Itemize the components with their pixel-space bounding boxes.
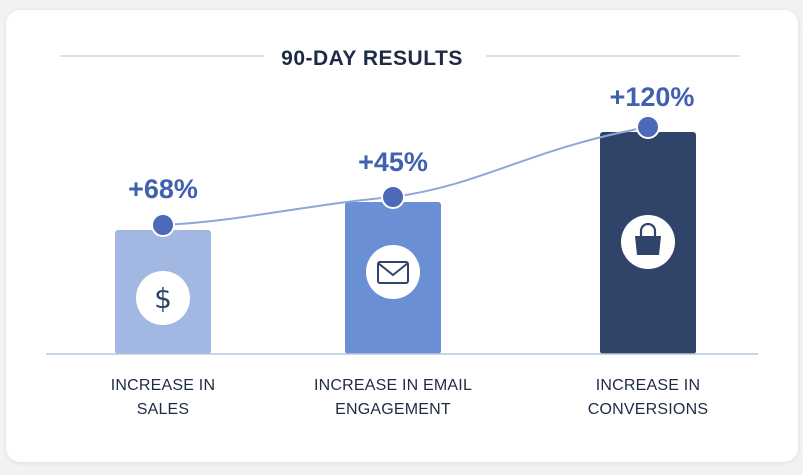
value-label-3: +120% <box>610 82 695 112</box>
results-chart: 90-DAY RESULTS $ +68% +45% +120% INCREASE I… <box>46 47 758 418</box>
shopping-bag-icon <box>635 222 661 255</box>
category-label-line: ENGAGEMENT <box>335 401 451 418</box>
value-label-1: +68% <box>128 174 198 204</box>
category-label-line: INCREASE IN <box>596 377 700 394</box>
icon-badge-1 <box>136 271 190 325</box>
chart-card: 90-DAY RESULTS $ +68% +45% +120% INCREASE I… <box>6 10 798 462</box>
category-label-1: INCREASE IN SALES <box>111 377 215 418</box>
value-label-2: +45% <box>358 147 428 177</box>
svg-text:$: $ <box>154 282 172 315</box>
dollar-icon: $ <box>154 282 172 315</box>
category-label-line: SALES <box>137 401 190 418</box>
envelope-icon <box>377 261 409 284</box>
icon-badge-2 <box>366 245 420 299</box>
category-label-2: INCREASE IN EMAIL ENGAGEMENT <box>314 377 472 418</box>
chart-title: 90-DAY RESULTS <box>281 47 463 70</box>
trend-marker-3 <box>636 115 660 139</box>
category-label-line: CONVERSIONS <box>588 401 708 418</box>
category-label-3: INCREASE IN CONVERSIONS <box>588 377 708 418</box>
category-label-line: INCREASE IN <box>111 377 215 394</box>
trend-marker-2 <box>381 185 405 209</box>
trend-marker-1 <box>151 213 175 237</box>
category-label-line: INCREASE IN EMAIL <box>314 377 472 394</box>
